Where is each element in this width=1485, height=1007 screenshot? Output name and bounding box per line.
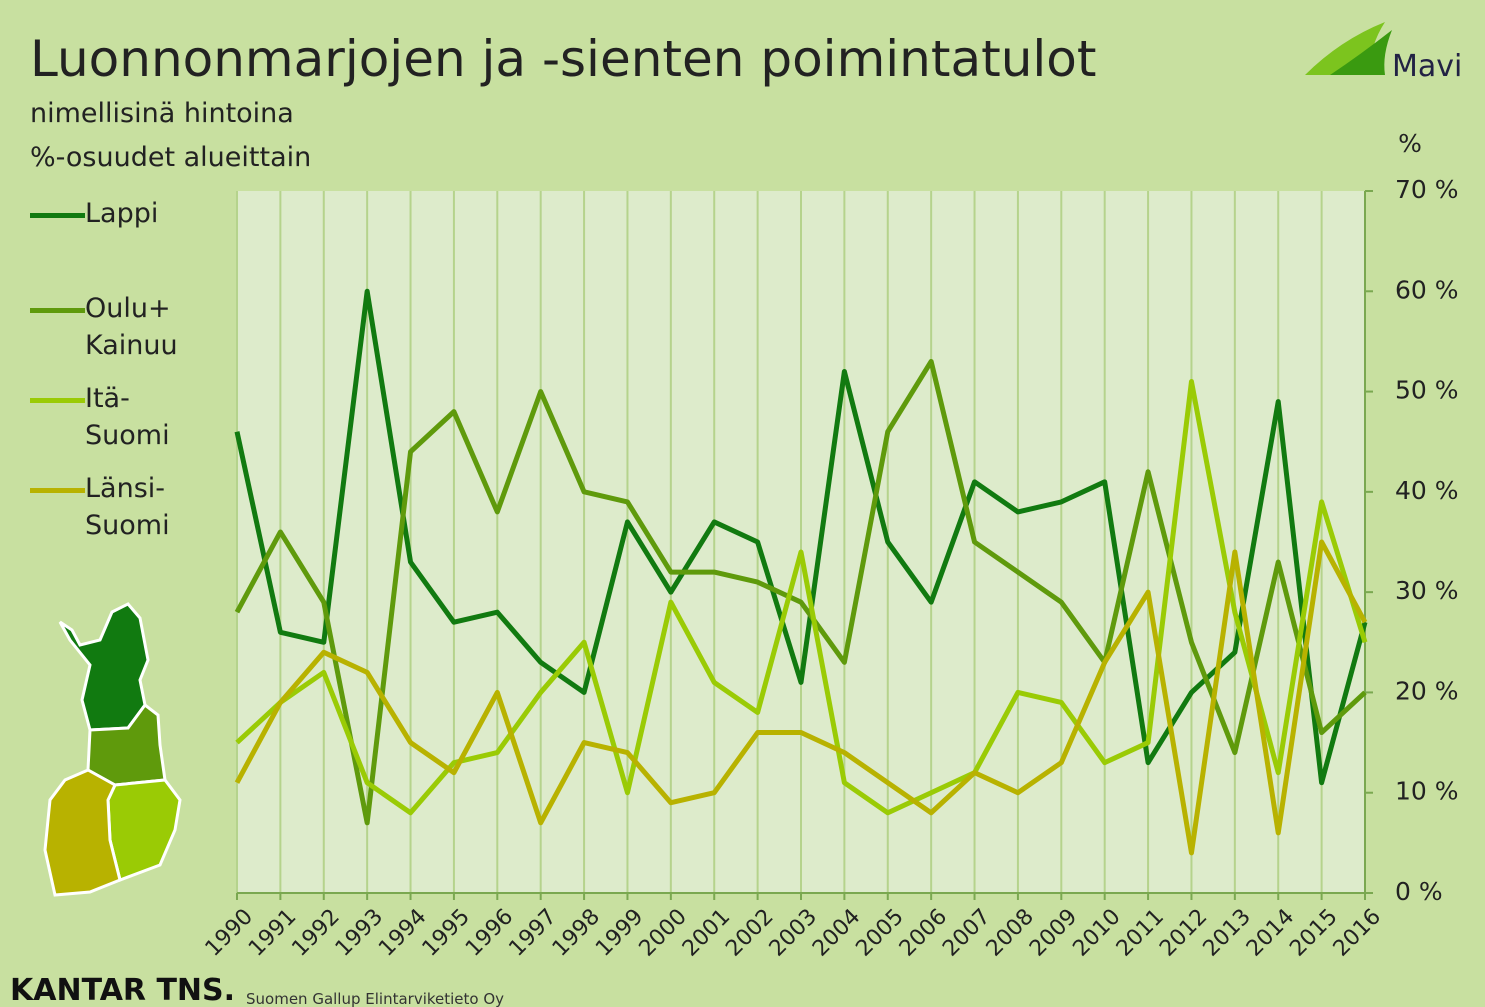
legend-item: Oulu+ Kainuu: [30, 290, 200, 364]
logo: Mavi: [1305, 22, 1462, 84]
footer-text: Suomen Gallup Elintarviketieto Oy: [246, 990, 504, 1007]
x-tick-label: 2000: [635, 904, 692, 961]
x-tick-label: 1991: [244, 904, 301, 961]
map-region: [43, 768, 122, 897]
x-tick-label: 2012: [1155, 904, 1212, 961]
subtitle: %-osuudet alueittain: [30, 142, 311, 173]
x-tick-label: 1990: [201, 904, 258, 961]
x-tick-label: 2010: [1068, 904, 1125, 961]
legend-label: Itä-Suomi: [85, 383, 170, 451]
x-tick-label: 1996: [461, 904, 518, 961]
x-tick-label: 2006: [895, 904, 952, 961]
y-tick-label: 30 %: [1395, 576, 1459, 605]
map-region: [58, 602, 150, 732]
legend-item: Lappi: [30, 195, 200, 232]
logo-text: Mavi: [1392, 49, 1462, 84]
x-tick-label: 1998: [548, 904, 605, 961]
y-tick-label: 50 %: [1395, 376, 1459, 405]
legend-swatch: [30, 213, 85, 218]
y-tick-label: 0 %: [1395, 877, 1443, 906]
y-tick-label: 10 %: [1395, 777, 1459, 806]
map: [43, 602, 182, 897]
x-tick-label: 1992: [287, 904, 344, 961]
legend-swatch: [30, 308, 85, 313]
legend-item: Länsi-Suomi: [30, 470, 200, 544]
x-tick-label: 1997: [504, 904, 561, 961]
x-tick-label: 1995: [418, 904, 475, 961]
x-tick-label: 2003: [765, 904, 822, 961]
legend-label: Länsi-Suomi: [85, 473, 170, 541]
series-line: [234, 288, 1368, 786]
y-tick-label: 60 %: [1395, 275, 1459, 304]
x-tick-label: 2016: [1329, 904, 1386, 961]
legend-label: Oulu+ Kainuu: [85, 293, 178, 361]
legend-swatch: [30, 488, 85, 493]
x-tick-label: 2005: [851, 904, 908, 961]
x-tick-label: 2011: [1112, 904, 1169, 961]
x-tick-label: 1999: [591, 904, 648, 961]
y-tick-label: 20 %: [1395, 676, 1459, 705]
x-tick-label: 2002: [721, 904, 778, 961]
legend-label: Lappi: [85, 198, 159, 229]
x-tick-label: 2015: [1285, 904, 1342, 961]
series-line: [234, 358, 1367, 826]
x-tick-label: 2004: [808, 904, 865, 961]
footer-brand: KANTAR TNS.: [10, 973, 235, 1007]
series-line: [235, 379, 1368, 816]
y-axis-label: %: [1398, 129, 1422, 158]
legend-item: Itä-Suomi: [30, 380, 200, 454]
x-tick-label: 2014: [1242, 904, 1299, 961]
x-tick-label: 1993: [331, 904, 388, 961]
series-line: [234, 539, 1368, 856]
x-tick-label: 2001: [678, 904, 735, 961]
x-tick-label: 2007: [938, 904, 995, 961]
logo-mark: [1330, 30, 1392, 75]
x-tick-label: 1994: [374, 904, 431, 961]
map-region: [106, 778, 182, 882]
x-tick-label: 2009: [1025, 904, 1082, 961]
chart-title: Luonnonmarjojen ja -sienten poimintatulo…: [30, 30, 1096, 88]
y-tick-label: 40 %: [1395, 476, 1459, 505]
y-tick-label: 70 %: [1395, 175, 1459, 204]
x-tick-label: 2008: [982, 904, 1039, 961]
x-tick-label: 2013: [1199, 904, 1256, 961]
legend-swatch: [30, 398, 85, 403]
subtitle: nimellisinä hintoina: [30, 98, 294, 129]
